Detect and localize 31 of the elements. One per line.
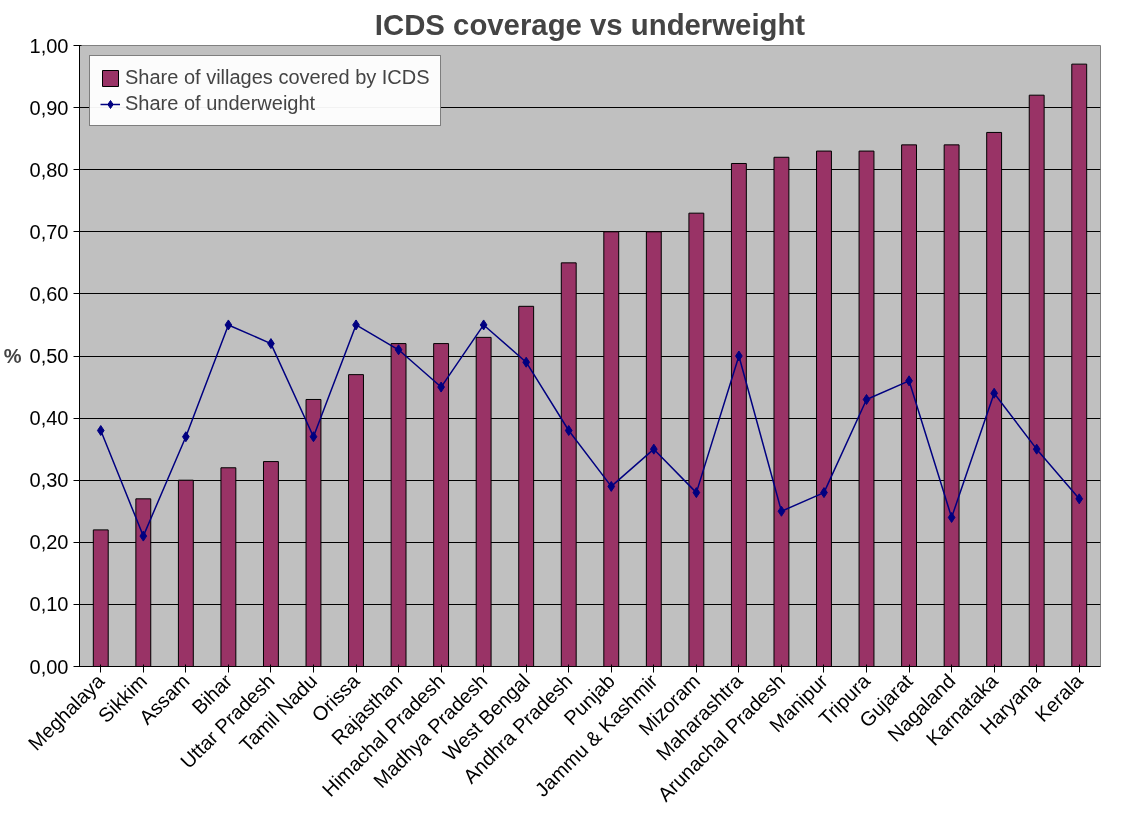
point: [96, 425, 105, 437]
y-tick-label: 0,60: [29, 282, 69, 305]
point: [947, 511, 956, 523]
y-tick-label: 1,00: [29, 34, 69, 57]
point: [309, 431, 318, 443]
chart-title: ICDS coverage vs underweight: [374, 7, 806, 41]
y-tick-label: 0,50: [29, 345, 69, 367]
y-tick-label: 0,70: [29, 220, 69, 243]
point: [139, 530, 148, 542]
y-axis-title: %: [3, 345, 22, 367]
point: [692, 487, 701, 499]
y-tick-label: 0,20: [29, 531, 69, 554]
y-tick-label: 0,00: [29, 655, 69, 678]
point: [649, 443, 658, 455]
y-tick-label: 0,10: [29, 593, 69, 616]
y-tick-label: 0,80: [29, 158, 69, 181]
point: [479, 319, 488, 331]
y-tick-label: 0,30: [29, 469, 69, 492]
y-tick-label: 0,40: [29, 407, 69, 430]
point: [224, 319, 233, 331]
point: [1075, 493, 1084, 505]
point: [1032, 443, 1041, 455]
point: [394, 344, 403, 356]
point: [862, 393, 871, 405]
point: [564, 425, 573, 437]
point: [607, 480, 616, 492]
y-tick-label: 0,90: [29, 96, 69, 119]
point: [777, 505, 786, 517]
legend-label: Share of villages covered by ICDS: [125, 66, 430, 89]
point: [522, 356, 531, 368]
legend-label: Share of underweight: [125, 92, 316, 115]
